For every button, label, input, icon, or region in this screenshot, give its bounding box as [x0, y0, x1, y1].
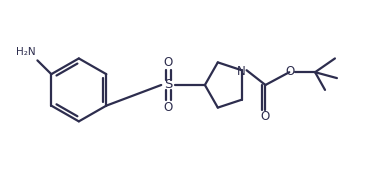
Text: O: O [286, 65, 295, 78]
Text: O: O [163, 56, 173, 69]
Text: H₂N: H₂N [16, 47, 35, 57]
Text: O: O [163, 101, 173, 114]
Text: S: S [164, 78, 172, 91]
Text: O: O [261, 110, 270, 123]
Text: N: N [237, 65, 246, 78]
